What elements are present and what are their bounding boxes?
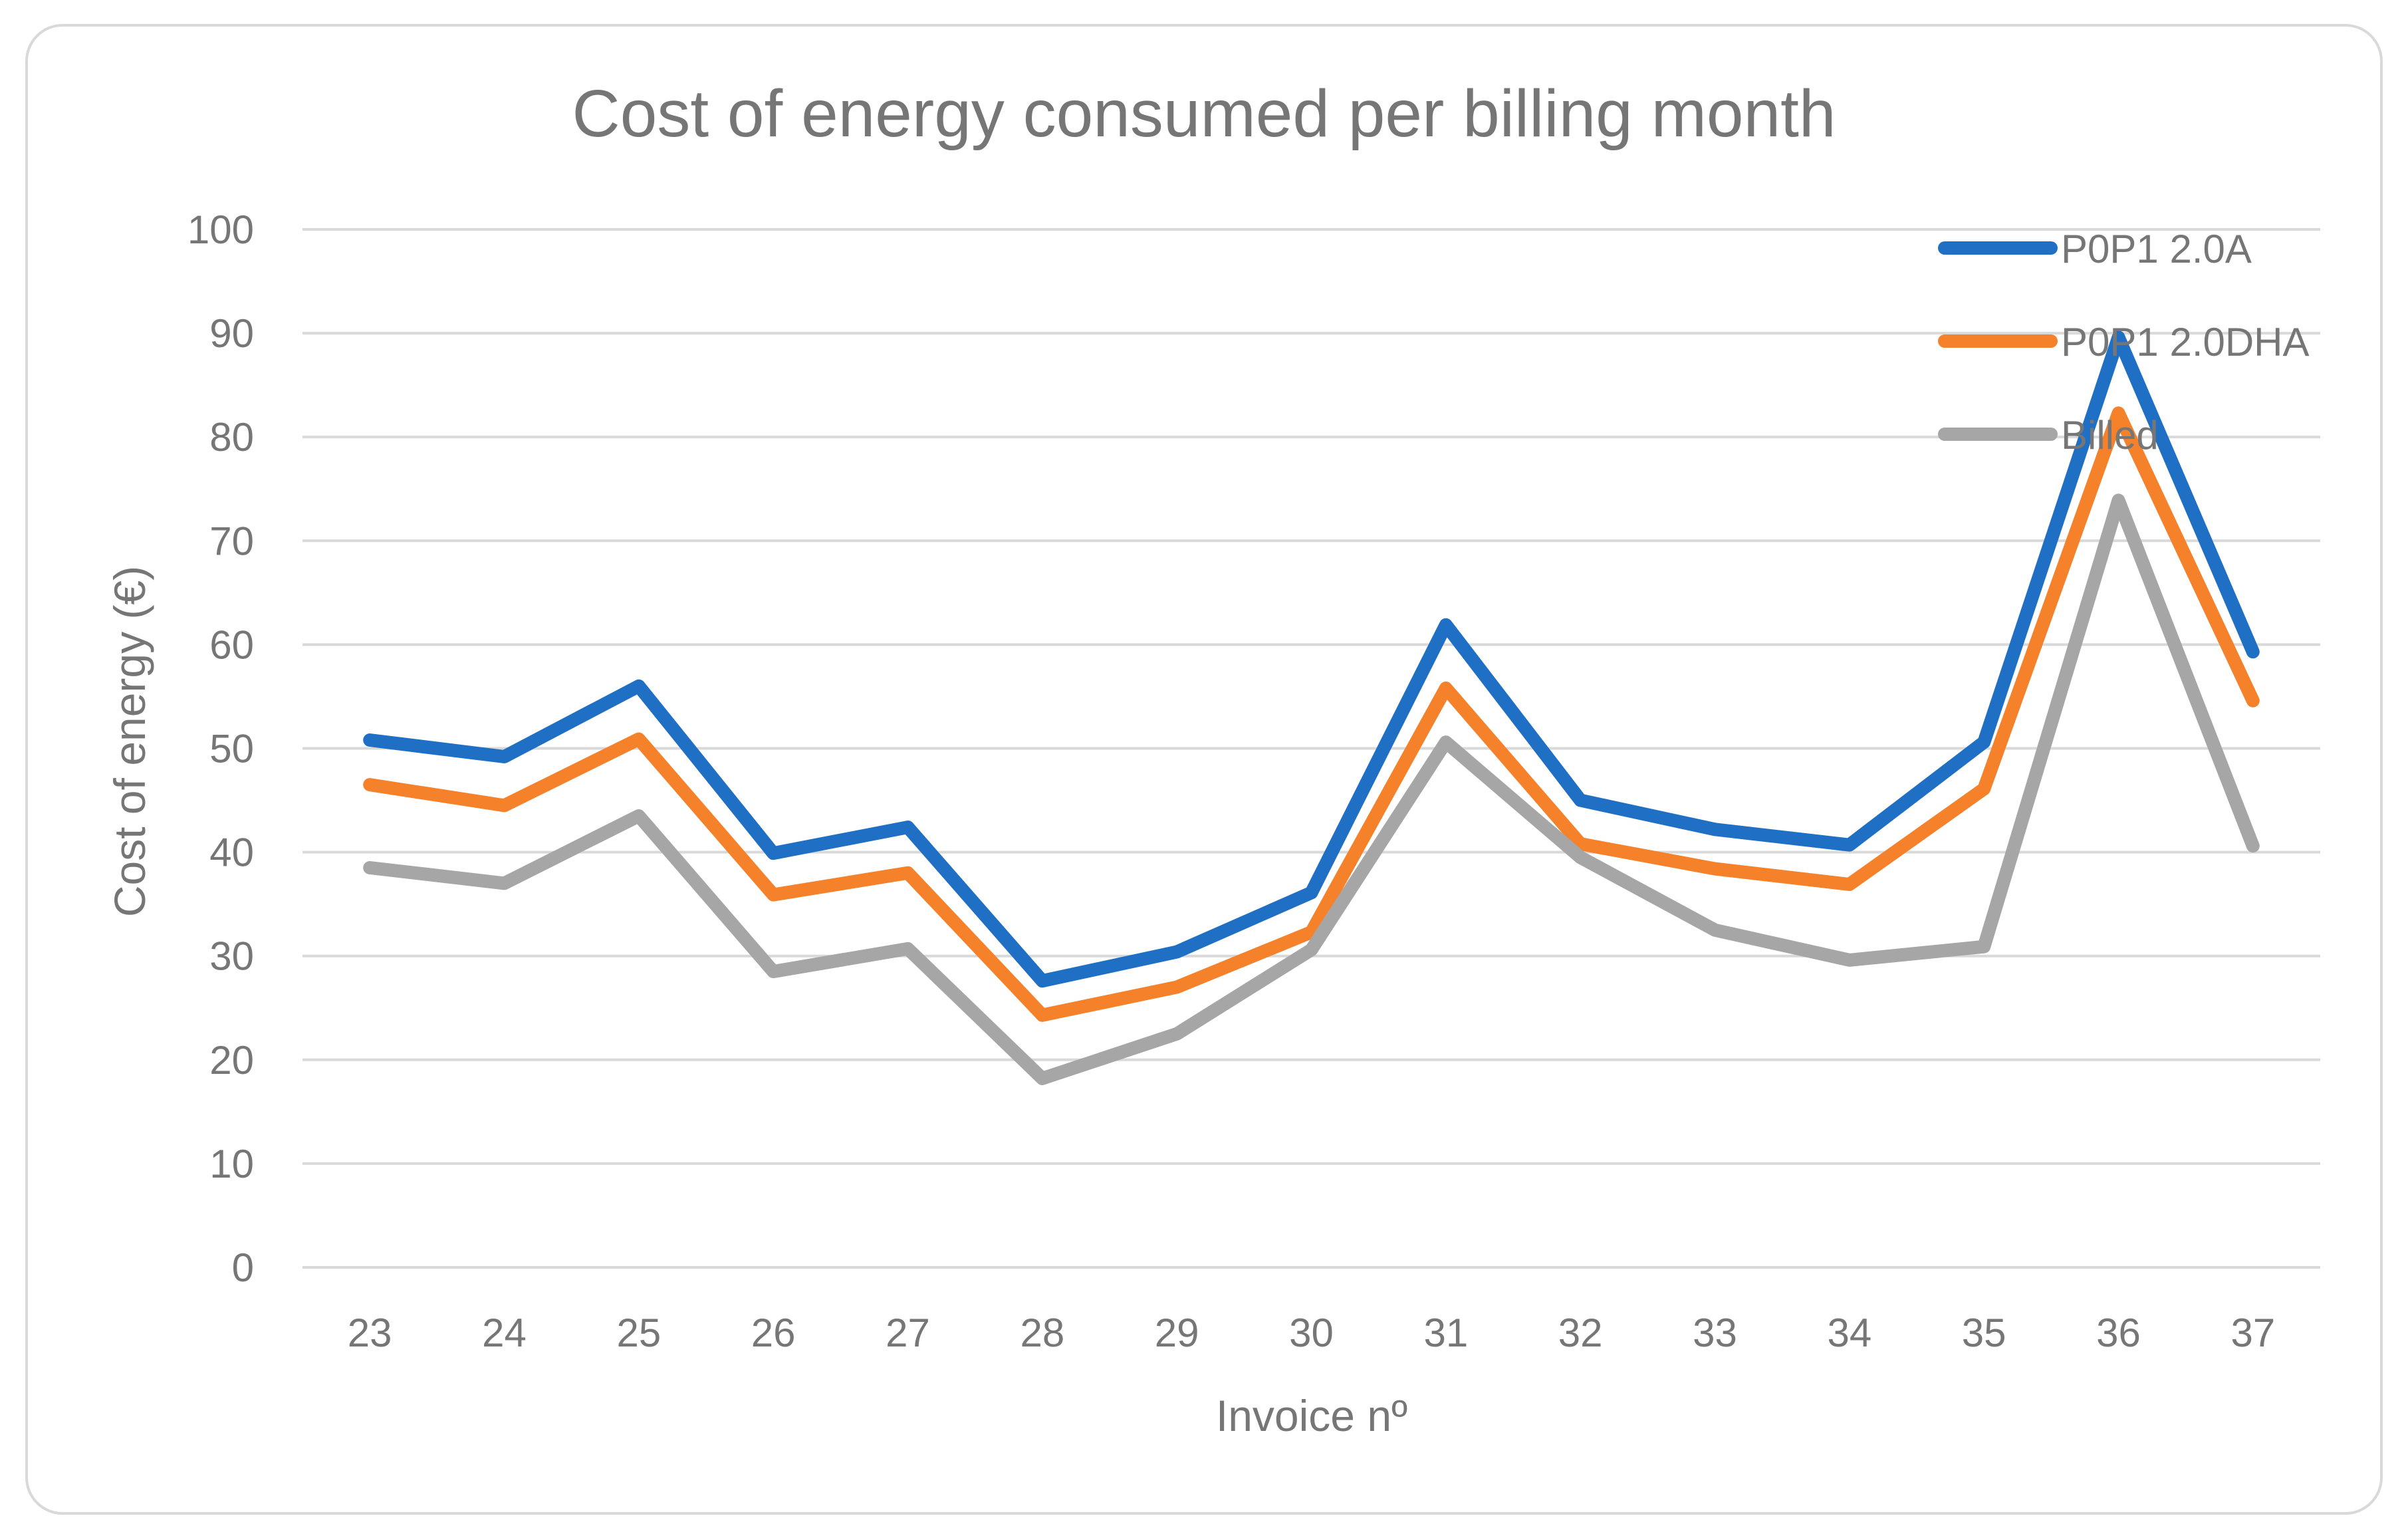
x-tick-label: 31 <box>1423 1311 1468 1355</box>
x-tick-label: 29 <box>1155 1311 1199 1355</box>
y-tick-label: 10 <box>209 1142 254 1186</box>
x-tick-label: 26 <box>751 1311 796 1355</box>
series-line-3 <box>363 493 2260 1085</box>
y-axis-title: Cost of energy (€) <box>105 566 154 917</box>
y-tick-label: 100 <box>187 207 254 252</box>
series-lines <box>363 330 2260 1085</box>
x-tick-label: 23 <box>348 1311 392 1355</box>
legend-label-1: P0P1 2.0A <box>2061 227 2252 271</box>
x-tick-label: 24 <box>482 1311 527 1355</box>
x-tick-label: 32 <box>1558 1311 1603 1355</box>
x-tick-label: 28 <box>1020 1311 1064 1355</box>
y-tick-label: 60 <box>209 622 254 667</box>
x-tick-label: 30 <box>1289 1311 1334 1355</box>
series-line-2 <box>363 406 2260 1022</box>
chart-title: Cost of energy consumed per billing mont… <box>572 76 1836 151</box>
y-tick-label: 80 <box>209 415 254 459</box>
series-line-1 <box>363 330 2260 988</box>
y-axis-ticks: 0 10 20 30 40 50 60 70 80 90 100 <box>187 207 254 1290</box>
y-tick-label: 30 <box>209 934 254 979</box>
x-tick-label: 36 <box>2096 1311 2141 1355</box>
y-tick-label: 70 <box>209 519 254 563</box>
x-tick-label: 27 <box>886 1311 930 1355</box>
legend-label-2: P0P1 2.0DHA <box>2061 320 2310 364</box>
y-tick-label: 0 <box>232 1245 254 1290</box>
x-tick-label: 34 <box>1827 1311 1871 1355</box>
x-tick-label: 33 <box>1693 1311 1737 1355</box>
legend-label-3: Billed <box>2061 413 2159 457</box>
y-tick-label: 20 <box>209 1038 254 1083</box>
x-axis-title: Invoice nº <box>1216 1391 1407 1440</box>
x-tick-label: 35 <box>1962 1311 2006 1355</box>
x-tick-label: 25 <box>616 1311 661 1355</box>
y-tick-label: 90 <box>209 311 254 356</box>
y-tick-label: 50 <box>209 727 254 771</box>
y-tick-label: 40 <box>209 831 254 875</box>
x-tick-label: 37 <box>2230 1311 2275 1355</box>
x-axis-ticks: 23 24 25 26 27 28 29 30 31 32 33 34 35 36 37 <box>348 1311 2275 1355</box>
legend: P0P1 2.0A P0P1 2.0DHA Billed <box>1938 227 2310 457</box>
